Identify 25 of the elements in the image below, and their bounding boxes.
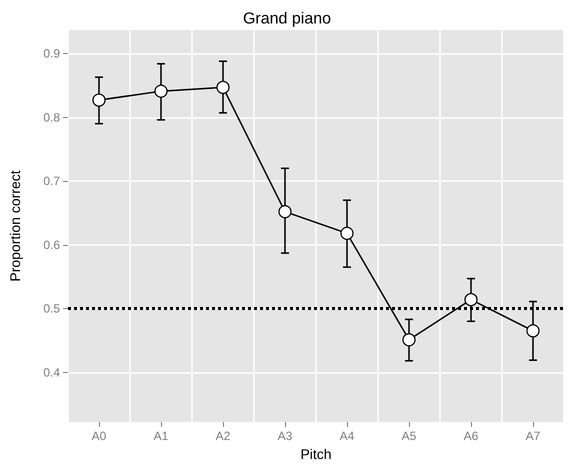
point: [154, 84, 168, 98]
x-tick-label: A1: [154, 429, 169, 443]
point: [92, 94, 106, 107]
y-tick-label: 0.9: [43, 46, 60, 61]
x-tick-label: A4: [340, 429, 355, 443]
y-tick-label: 0.6: [43, 238, 60, 252]
y-tick-label: 0.7: [43, 174, 60, 188]
chart-title: Grand piano: [242, 10, 332, 28]
x-tick-label: A0: [92, 429, 107, 443]
x-tick-label: A3: [278, 429, 293, 443]
x-tick-label: A2: [216, 429, 231, 443]
y-tick-label: 0.8: [43, 110, 60, 124]
point: [340, 226, 354, 240]
y-axis-title: Proportion correct: [7, 170, 23, 282]
y-tick-label: 0.5: [43, 302, 60, 316]
x-tick-label: A7: [526, 429, 541, 443]
point: [216, 80, 230, 94]
point: [402, 333, 416, 346]
y-tick-label: 0.4: [43, 365, 60, 380]
x-tick-label: A5: [402, 429, 417, 443]
point: [278, 205, 292, 218]
x-axis-title: Pitch: [300, 446, 332, 462]
x-tick-label: A6: [464, 429, 479, 443]
point: [464, 293, 478, 306]
point: [526, 324, 540, 338]
